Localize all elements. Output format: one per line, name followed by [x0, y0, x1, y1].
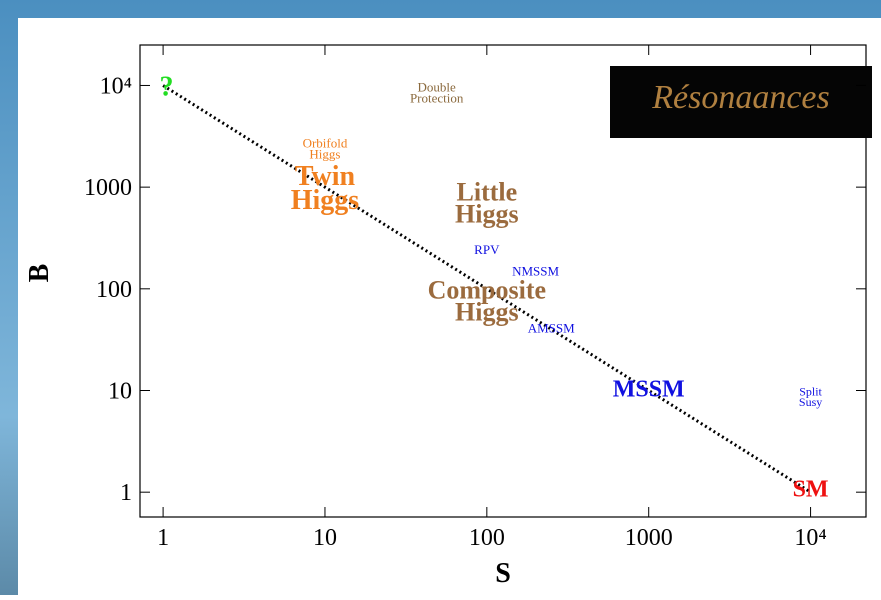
y-tick-label: 100: [96, 277, 132, 303]
point-label: ?: [160, 71, 174, 102]
x-tick-label: 10⁴: [794, 525, 826, 551]
y-axis-label: B: [24, 264, 55, 283]
y-tick-label: 10: [108, 378, 132, 404]
x-tick-label: 10: [313, 525, 337, 551]
label-line: Protection: [410, 91, 464, 106]
label-line: Higgs: [455, 199, 519, 228]
logo: Résonaances: [651, 79, 830, 116]
y-tick-label: 1000: [84, 175, 132, 201]
chart: Résonaances S B 1 10 100 1000 10⁴ 1 10 100 1000 1…: [0, 0, 881, 595]
x-tick-label: 1: [157, 525, 169, 551]
point-label: RPV: [474, 242, 500, 257]
point-label: SM: [793, 476, 829, 502]
y-tick-label: 1: [120, 480, 132, 506]
point-label: AMSSM: [528, 321, 575, 336]
point-label: MSSM: [613, 377, 685, 403]
label-line: Susy: [799, 395, 822, 409]
x-axis-label: S: [495, 558, 511, 589]
y-tick-label: 10⁴: [100, 73, 132, 99]
label-line: Higgs: [291, 185, 360, 216]
label-line: Higgs: [455, 298, 519, 327]
x-tick-label: 1000: [625, 525, 673, 551]
label-line: Higgs: [309, 147, 340, 162]
x-tick-label: 100: [469, 525, 505, 551]
